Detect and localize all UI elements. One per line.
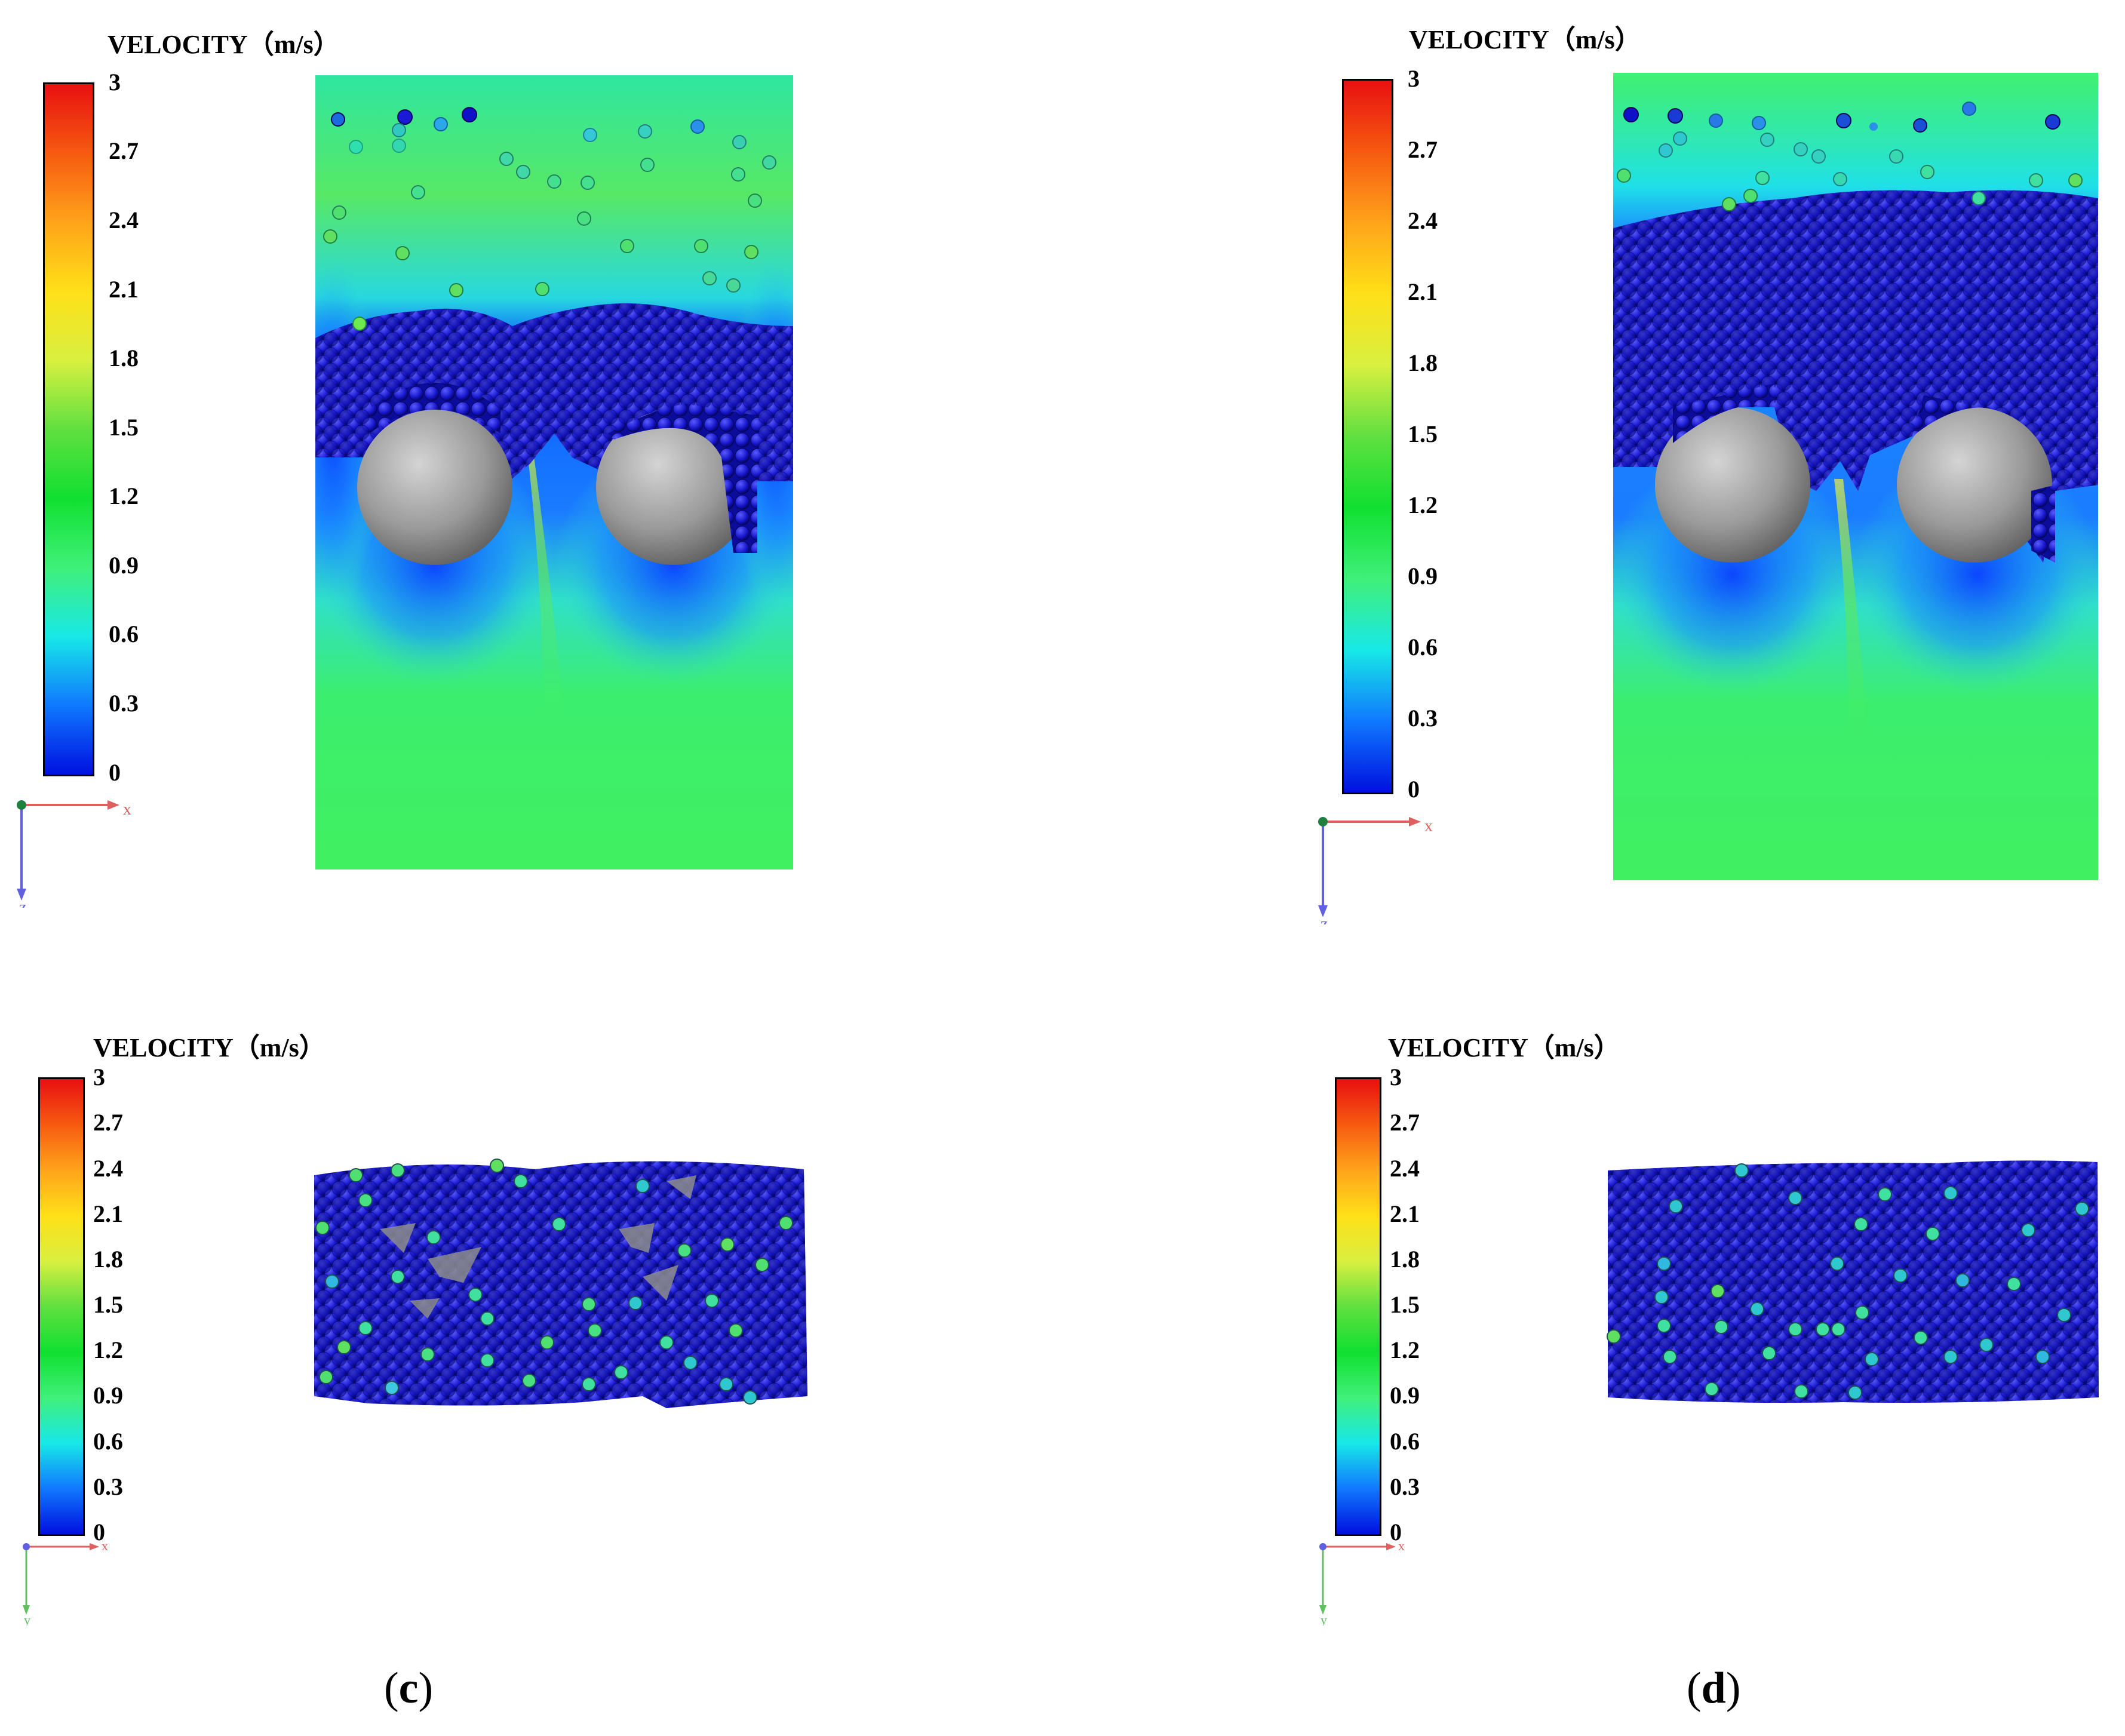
label-close-paren: ) — [1725, 1664, 1741, 1713]
tick-label: 0.3 — [93, 1473, 123, 1500]
tick-label: 3 — [109, 69, 121, 96]
free-particles — [323, 107, 776, 331]
tick-label: 1.2 — [109, 483, 139, 509]
tick-label: 1.2 — [93, 1336, 123, 1363]
panel-top-right: VELOCITY（m/s） 3 2.7 2.4 2.1 1.8 1.5 1.2 … — [1062, 0, 2125, 944]
axis-triad: x y — [1319, 1538, 1405, 1626]
tick-label: 2.4 — [109, 207, 139, 233]
velocity-field-plot — [1613, 73, 2098, 880]
tick-label: 3 — [1390, 1064, 1402, 1090]
tick-label: 1.8 — [1390, 1246, 1420, 1273]
tick-label: 2.7 — [1408, 136, 1438, 163]
label-open-paren: ( — [1687, 1664, 1702, 1713]
tick-label: 1.5 — [109, 414, 139, 441]
axis-triad: x z — [17, 800, 131, 908]
tick-label: 2.7 — [1390, 1109, 1420, 1136]
tick-label: 1.2 — [1390, 1336, 1420, 1363]
colorbar-title: VELOCITY（m/s） — [1388, 1033, 1620, 1062]
x-axis-label: x — [1424, 817, 1433, 835]
tick-label: 1.8 — [1408, 349, 1438, 376]
x-axis-label: x — [1398, 1538, 1405, 1553]
panel-label-d: (d) — [1687, 1663, 1740, 1714]
tick-label: 1.8 — [109, 345, 139, 371]
tick-label: 0 — [1390, 1519, 1402, 1545]
tick-label: 2.1 — [93, 1200, 123, 1227]
tick-label: 0.9 — [1390, 1382, 1420, 1409]
tick-label: 0.9 — [109, 552, 139, 579]
tick-label: 0.6 — [1408, 634, 1438, 660]
tick-label: 1.2 — [1408, 491, 1438, 518]
tick-label: 0.3 — [1408, 705, 1438, 732]
tick-label: 0.3 — [109, 690, 139, 717]
tick-label: 0 — [1408, 776, 1420, 803]
fast-particles — [1607, 1163, 2089, 1400]
colorbar — [43, 82, 94, 776]
y-axis-label: y — [1321, 1612, 1327, 1626]
tick-label: 0 — [109, 759, 121, 786]
velocity-field-plot — [315, 75, 793, 869]
tick-label: 2.1 — [1390, 1200, 1420, 1227]
tick-label: 2.4 — [1408, 207, 1438, 234]
colorbar — [38, 1077, 85, 1536]
tick-label: 2.1 — [1408, 278, 1438, 305]
panel-bottom-left: VELOCITY（m/s） 3 2.7 2.4 2.1 1.8 1.5 1.2 … — [0, 1015, 1062, 1713]
tick-label: 2.7 — [109, 137, 139, 164]
tick-label: 2.4 — [93, 1155, 123, 1182]
tick-label: 0.6 — [1390, 1428, 1420, 1455]
tick-label: 2.7 — [93, 1109, 123, 1136]
label-close-paren: ) — [418, 1664, 434, 1713]
z-axis-label: z — [19, 898, 26, 908]
fast-particles — [315, 1159, 793, 1405]
panel-label-c: (c) — [384, 1663, 433, 1714]
label-letter: d — [1701, 1664, 1726, 1713]
tick-label: 0.6 — [109, 620, 139, 647]
panel-bottom-right: VELOCITY（m/s） 3 2.7 2.4 2.1 1.8 1.5 1.2 … — [1062, 1015, 2125, 1713]
colorbar-title: VELOCITY（m/s） — [93, 1033, 325, 1062]
y-axis-label: y — [24, 1612, 30, 1626]
x-axis-label: x — [123, 800, 131, 819]
z-axis-label: z — [1321, 915, 1328, 924]
tick-label: 0.3 — [1390, 1473, 1420, 1500]
axis-triad: x y — [23, 1538, 108, 1626]
tick-label: 3 — [93, 1064, 105, 1090]
label-letter: c — [398, 1664, 419, 1713]
label-open-paren: ( — [384, 1664, 399, 1713]
colorbar-title: VELOCITY（m/s） — [108, 30, 340, 59]
tick-label: 1.5 — [93, 1291, 123, 1318]
colorbar — [1342, 79, 1393, 794]
tick-label: 0.9 — [93, 1382, 123, 1409]
x-axis-label: x — [102, 1538, 108, 1553]
tick-label: 1.8 — [93, 1246, 123, 1273]
panel-top-left: VELOCITY（m/s） 3 2.7 2.4 2.1 1.8 1.5 1.2 … — [0, 0, 1062, 944]
tick-label: 1.5 — [1408, 420, 1438, 447]
tick-label: 0 — [93, 1519, 105, 1545]
tick-label: 2.4 — [1390, 1155, 1420, 1182]
free-particles — [1617, 102, 2083, 211]
colorbar-title: VELOCITY（m/s） — [1409, 25, 1641, 54]
tick-label: 0.9 — [1408, 563, 1438, 589]
particle-bed-top-view — [1607, 1160, 2099, 1403]
tick-label: 3 — [1408, 65, 1420, 92]
colorbar — [1335, 1077, 1381, 1536]
axis-triad: x z — [1318, 817, 1433, 924]
tick-label: 0.6 — [93, 1428, 123, 1455]
particle-bed-top-view — [314, 1159, 807, 1408]
tick-label: 1.5 — [1390, 1291, 1420, 1318]
tick-label: 2.1 — [109, 276, 139, 303]
